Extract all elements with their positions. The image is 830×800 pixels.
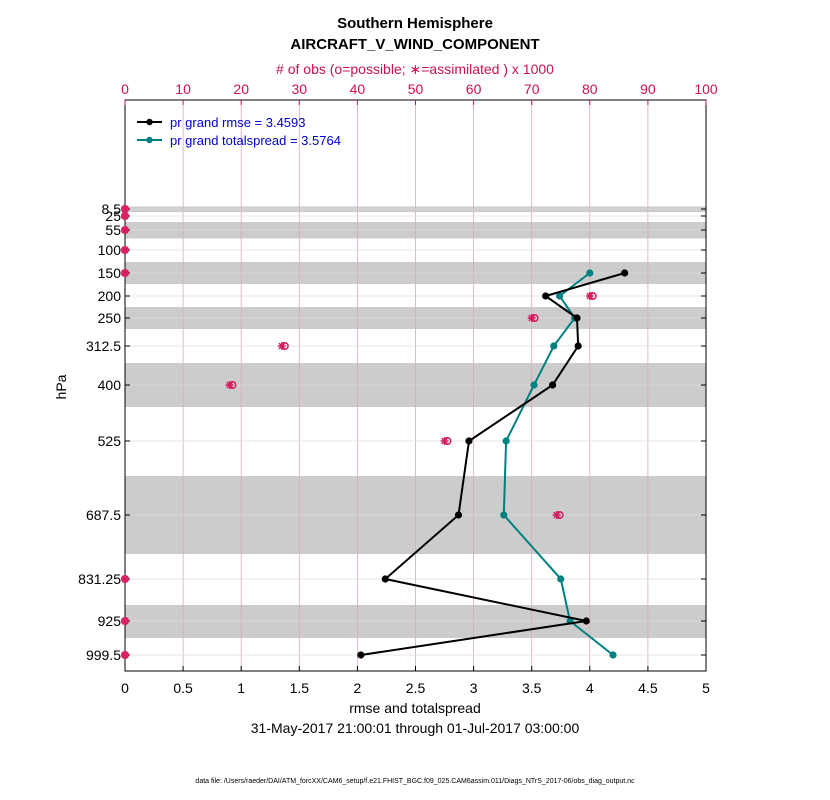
series-point-rmse-0	[621, 269, 629, 277]
obs-assimilated-marker-13	[121, 651, 129, 659]
series-point-totalspread-4	[530, 381, 538, 389]
y-tick-label-6: 250	[98, 310, 122, 326]
y-tick-label-3: 100	[98, 242, 122, 258]
series-point-rmse-7	[381, 575, 389, 583]
y-tick-label-5: 200	[98, 288, 122, 304]
y-tick-label-2: 55	[105, 222, 121, 238]
series-point-rmse-5	[465, 437, 473, 445]
obs-assimilated-marker-4	[121, 269, 129, 277]
series-point-rmse-8	[582, 617, 590, 625]
obs-assimilated-marker-9	[440, 437, 449, 445]
obs-assimilated-marker-12	[121, 617, 129, 625]
x-tick-label-10: 5	[702, 680, 710, 696]
top-tick-label-4: 40	[350, 81, 366, 97]
x-axis-label: rmse and totalspread	[349, 700, 481, 716]
legend-rmse-label: pr grand rmse = 3.4593	[170, 115, 306, 130]
legend-spread-label: pr grand totalspread = 3.5764	[170, 133, 341, 148]
series-point-totalspread-9	[609, 651, 617, 659]
x-tick-label-3: 1.5	[290, 680, 310, 696]
x-tick-label-7: 3.5	[522, 680, 542, 696]
series-point-rmse-2	[573, 314, 581, 322]
y-tick-label-1: 25	[105, 208, 121, 224]
obs-assimilated-marker-0	[121, 205, 129, 213]
y-tick-label-7: 312.5	[86, 338, 121, 354]
y-tick-label-0: 8.5	[102, 201, 122, 217]
y-tick-label-4: 150	[98, 265, 122, 281]
y-tick-label-11: 831.25	[78, 571, 121, 587]
x-tick-label-9: 4.5	[638, 680, 658, 696]
obs-assimilated-marker-11	[121, 575, 129, 583]
legend-rmse-marker	[146, 118, 153, 126]
series-point-totalspread-6	[500, 511, 508, 519]
series-point-totalspread-7	[557, 575, 565, 583]
obs-assimilated-marker-7	[277, 342, 286, 350]
top-tick-label-8: 80	[582, 81, 598, 97]
top-tick-label-3: 30	[292, 81, 308, 97]
legend-spread-marker	[146, 136, 153, 144]
y-axis-label: hPa	[53, 374, 69, 399]
series-point-totalspread-0	[586, 269, 594, 277]
series-point-totalspread-5	[502, 437, 510, 445]
series-point-rmse-4	[549, 381, 557, 389]
x-tick-label-0: 0	[121, 680, 129, 696]
obs-assimilated-marker-3	[121, 246, 129, 254]
top-tick-label-10: 100	[694, 81, 718, 97]
series-line-rmse	[360, 272, 625, 656]
y-tick-label-9: 525	[98, 433, 122, 449]
y-tick-label-8: 400	[98, 377, 122, 393]
footnote: data file: /Users/raeder/DAI/ATM_forcXX/…	[195, 778, 635, 785]
x-tick-label-5: 2.5	[406, 680, 426, 696]
series-point-totalspread-1	[555, 292, 564, 300]
top-tick-label-9: 90	[640, 81, 656, 97]
series-point-rmse-1	[542, 292, 550, 300]
y-tick-label-13: 999.5	[86, 647, 121, 663]
series-point-rmse-9	[357, 651, 365, 659]
series-layer	[357, 269, 629, 659]
legend: pr grand rmse = 3.4593 pr grand totalspr…	[137, 115, 341, 148]
top-tick-label-6: 60	[466, 81, 482, 97]
y-tick-label-10: 687.5	[86, 507, 121, 523]
date-range: 31-May-2017 21:00:01 through 01-Jul-2017…	[251, 720, 580, 736]
obs-assimilated-marker-2	[121, 226, 129, 234]
obs-layer	[120, 204, 597, 660]
y-tick-label-12: 925	[98, 613, 122, 629]
x-tick-label-6: 3	[470, 680, 478, 696]
series-line-totalspread	[502, 272, 614, 656]
x-tick-label-2: 1	[237, 680, 245, 696]
top-tick-label-5: 50	[408, 81, 424, 97]
obs-assimilated-marker-6	[527, 314, 536, 322]
series-point-totalspread-3	[550, 342, 558, 350]
x-tick-label-4: 2	[354, 680, 362, 696]
x-tick-label-8: 4	[586, 680, 594, 696]
x-tick-label-1: 0.5	[173, 680, 193, 696]
obs-assimilated-marker-10	[552, 511, 561, 519]
top-tick-label-7: 70	[524, 81, 540, 97]
series-point-rmse-6	[454, 511, 463, 519]
series-point-rmse-3	[574, 342, 582, 350]
obs-assimilated-marker-1	[121, 212, 129, 220]
title-line-1: Southern Hemisphere	[337, 15, 493, 32]
title-line-2: AIRCRAFT_V_WIND_COMPONENT	[290, 36, 539, 53]
obs-assimilated-marker-5	[585, 292, 594, 300]
top-tick-label-0: 0	[121, 81, 129, 97]
top-axis-label: # of obs (o=possible; ∗=assimilated ) x …	[276, 61, 554, 77]
obs-assimilated-marker-8	[225, 381, 234, 389]
top-tick-label-2: 20	[233, 81, 249, 97]
top-tick-label-1: 10	[175, 81, 191, 97]
